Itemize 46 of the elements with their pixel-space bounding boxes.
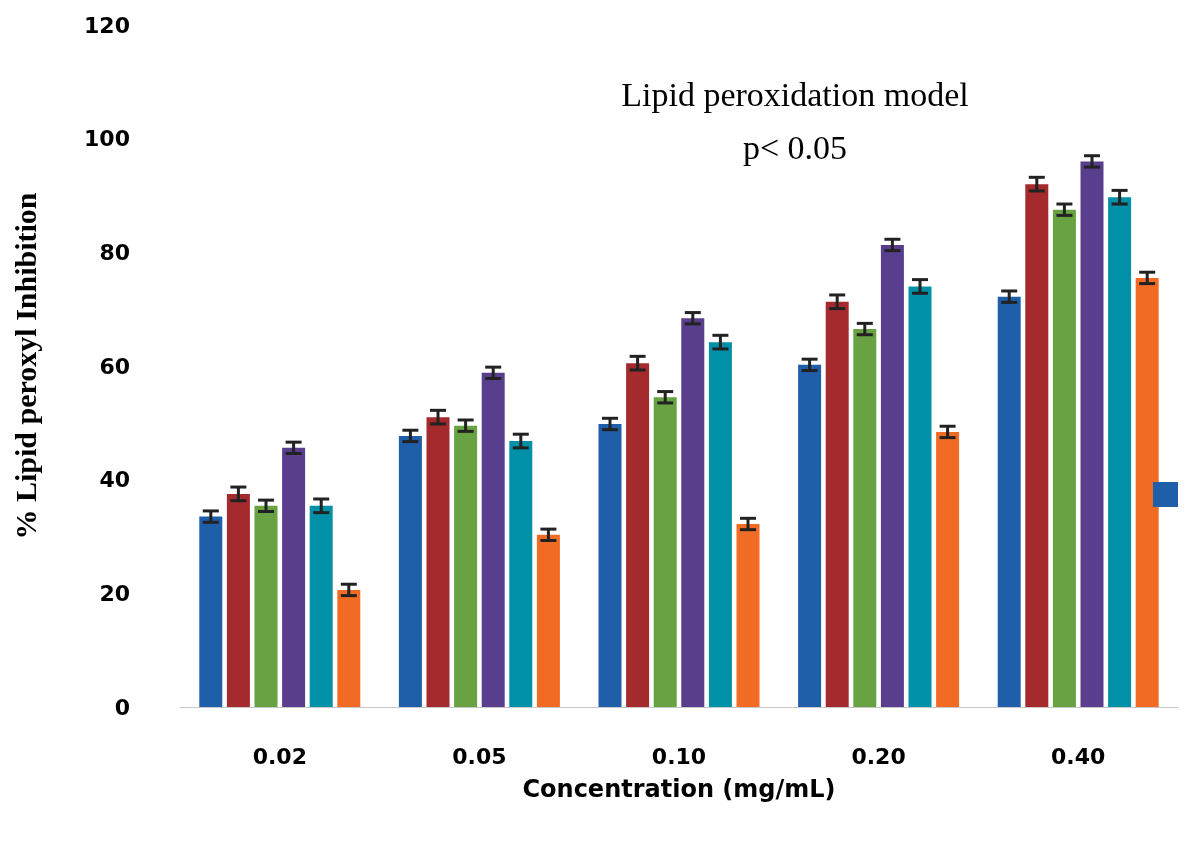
bar — [454, 425, 478, 707]
y-tick-label: 40 — [99, 467, 130, 493]
bar — [254, 505, 278, 707]
bar — [337, 589, 361, 707]
x-axis-title: Concentration (mg/mL) — [522, 775, 836, 803]
bar — [426, 417, 450, 707]
bar — [798, 364, 822, 707]
text: p< 0.05 — [742, 128, 848, 166]
bar — [598, 423, 622, 707]
bar — [309, 505, 333, 707]
x-tick-label: 0.02 — [252, 743, 307, 769]
y-tick-label: 20 — [99, 580, 130, 606]
x-tick-label: 0.05 — [452, 743, 507, 769]
x-tick-label: 0.40 — [1051, 743, 1106, 769]
y-tick-label: 120 — [84, 12, 130, 38]
y-tick-label: 60 — [99, 353, 130, 379]
bar — [653, 397, 677, 707]
bar — [908, 286, 932, 707]
bar — [736, 524, 760, 707]
bar — [997, 296, 1021, 707]
bar — [398, 435, 422, 707]
bar — [1135, 277, 1159, 707]
bar — [825, 301, 849, 707]
bar — [708, 342, 732, 707]
bar — [199, 516, 223, 707]
bar — [1080, 161, 1104, 707]
bar — [936, 431, 960, 707]
bar — [536, 534, 560, 707]
x-tick-label: 0.10 — [651, 743, 707, 769]
bar — [853, 329, 877, 707]
text: Lipid peroxidation model — [621, 75, 969, 113]
bar — [626, 363, 650, 707]
bar — [1052, 209, 1076, 707]
y-tick-label: 80 — [99, 239, 130, 265]
bar — [681, 318, 705, 707]
y-axis-title: % Lipid peroxyl Inhibition — [8, 192, 42, 540]
bar — [282, 447, 306, 707]
bar — [880, 244, 904, 707]
y-tick-label: 0 — [114, 694, 130, 720]
y-tick-label: 100 — [84, 126, 130, 152]
bar — [226, 493, 250, 707]
bar — [1108, 197, 1132, 707]
bar — [509, 441, 533, 707]
bar — [481, 372, 505, 707]
bar — [1025, 184, 1049, 707]
x-tick-label: 0.20 — [851, 743, 906, 769]
